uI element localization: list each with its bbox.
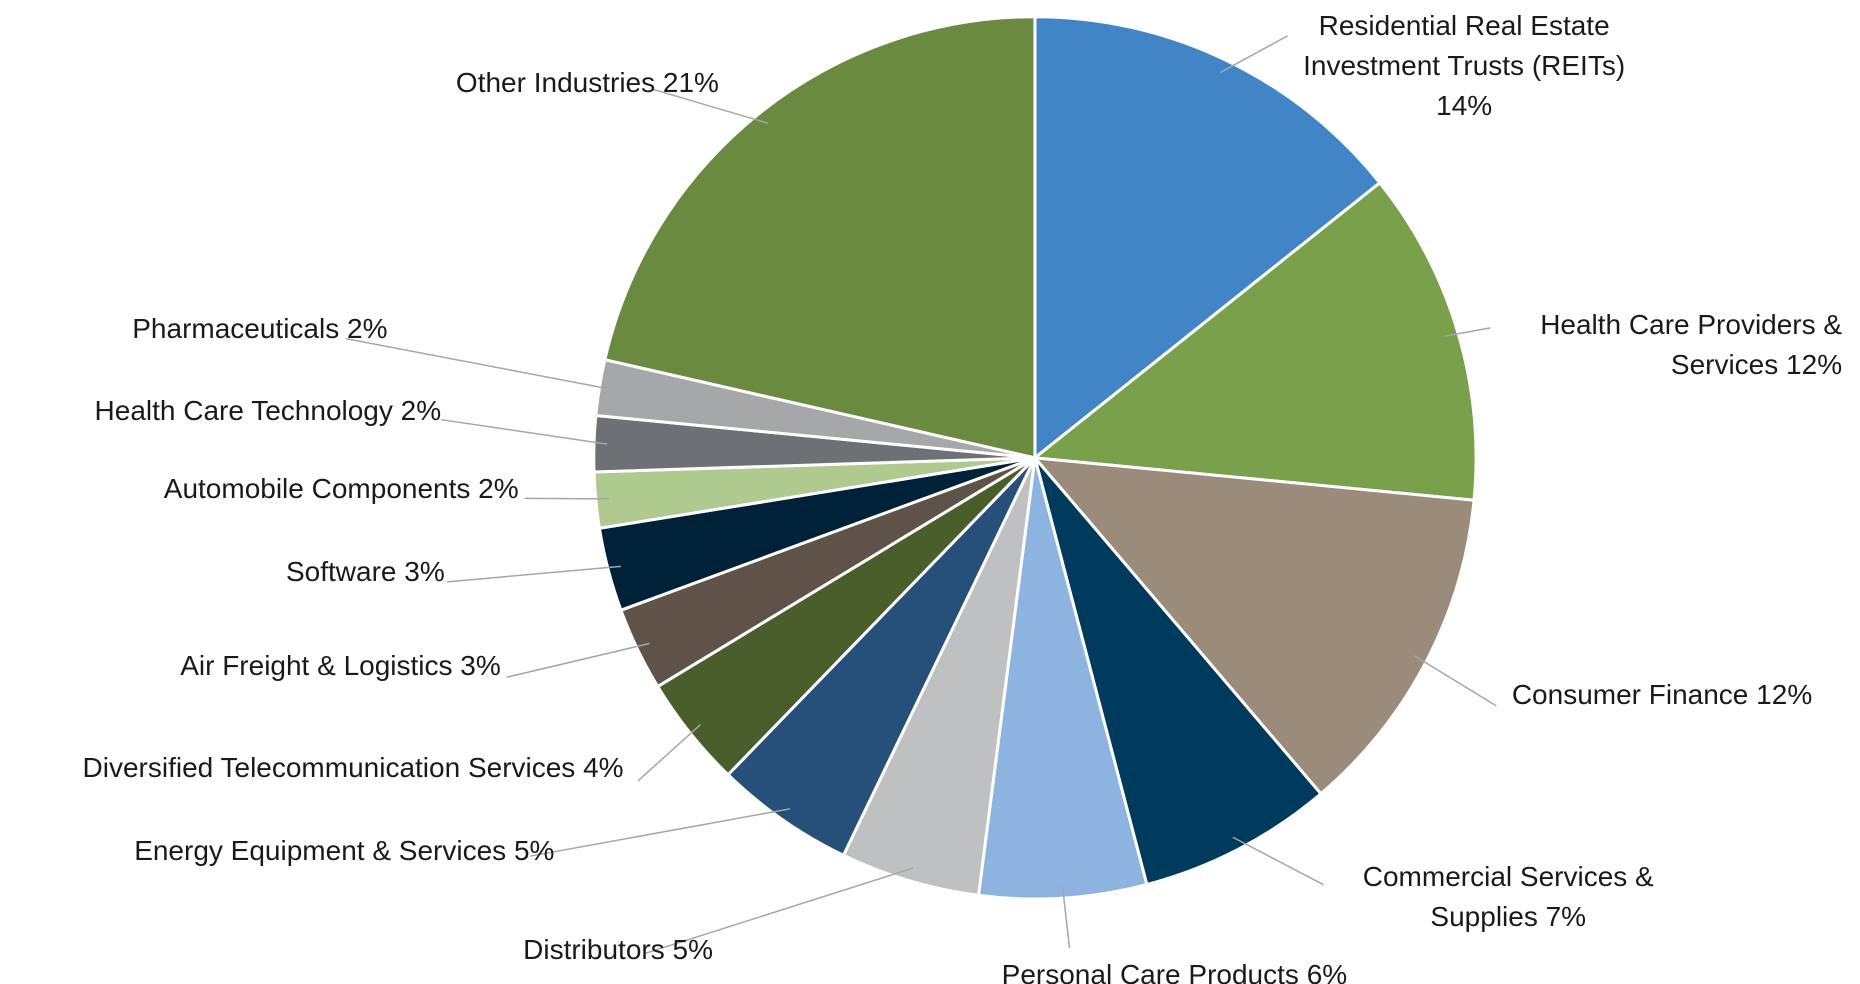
leader-line	[506, 642, 650, 678]
leader-line	[1445, 327, 1491, 337]
leader-line	[1061, 884, 1071, 948]
leader-line	[441, 418, 608, 445]
category-name: Distributors	[523, 934, 665, 966]
category-name: Diversified Telecommunication Services	[82, 751, 576, 783]
category-name: Health Care Technology	[94, 395, 393, 427]
category-name: Pharmaceuticals	[132, 313, 340, 345]
category-name: Software	[285, 556, 397, 588]
category-name: Automobile Components	[163, 472, 471, 504]
leader-line	[1413, 655, 1497, 707]
leader-line	[447, 565, 622, 583]
slice-label: Health Care Providers & Services 12%	[1472, 305, 1842, 385]
category-name: Health Care Providers & Services	[1540, 308, 1843, 380]
leader-line	[524, 497, 609, 500]
slice-label: Automobile Components 2%	[164, 469, 519, 509]
value-label: 4%	[583, 751, 624, 783]
slice-label: Personal Care Products 6%	[1002, 955, 1348, 984]
value-label: 21%	[662, 67, 719, 99]
slice-label: Residential Real Estate Investment Trust…	[1285, 6, 1643, 126]
value-label: 3%	[404, 556, 445, 588]
slice-label: Diversified Telecommunication Services 4…	[83, 748, 624, 788]
category-name: Commercial Services & Supplies	[1362, 860, 1654, 932]
pie-slice	[725, 456, 1037, 858]
value-label: 12%	[1786, 348, 1843, 380]
leader-line	[345, 337, 613, 391]
slice-label: Pharmaceuticals 2%	[132, 309, 387, 349]
slice-label: Commercial Services & Supplies 7%	[1329, 857, 1687, 937]
value-label: 5%	[672, 934, 713, 966]
pie-slice	[1033, 456, 1323, 887]
slice-label: Other Industries 21%	[456, 63, 719, 103]
value-label: 2%	[400, 395, 442, 427]
slice-label: Air Freight & Logistics 3%	[180, 646, 501, 686]
leader-line	[1220, 35, 1289, 73]
pie-slice	[1031, 455, 1476, 796]
pie-slice	[1033, 15, 1382, 461]
leader-line	[653, 88, 769, 125]
pie-slice	[1031, 180, 1478, 502]
value-label: 14%	[1436, 89, 1493, 121]
slice-label: Energy Equipment & Services 5%	[134, 831, 554, 871]
leader-line	[643, 867, 914, 955]
slice-label: Distributors 5%	[523, 930, 713, 970]
leader-line	[637, 724, 701, 782]
value-label: 2%	[478, 472, 519, 504]
value-label: 7%	[1545, 900, 1587, 932]
category-name: Energy Equipment & Services	[134, 835, 507, 867]
slice-label: Software 3%	[286, 552, 445, 592]
value-label: 2%	[347, 313, 388, 345]
leader-line	[530, 808, 791, 857]
value-label: 6%	[1306, 959, 1348, 984]
value-label: 12%	[1756, 679, 1813, 711]
leader-line	[1232, 836, 1324, 886]
category-name: Personal Care Products	[1001, 959, 1299, 984]
category-name: Air Freight & Logistics	[180, 650, 453, 682]
slice-label: Consumer Finance 12%	[1512, 675, 1812, 715]
pie-slice	[603, 15, 1037, 460]
pie-slice	[841, 457, 1037, 898]
category-name: Residential Real Estate Investment Trust…	[1303, 9, 1626, 81]
value-label: 5%	[513, 835, 555, 867]
category-name: Consumer Finance	[1511, 679, 1749, 711]
category-name: Other Industries	[455, 67, 656, 99]
value-label: 3%	[460, 650, 501, 682]
slice-label: Health Care Technology 2%	[95, 391, 442, 431]
